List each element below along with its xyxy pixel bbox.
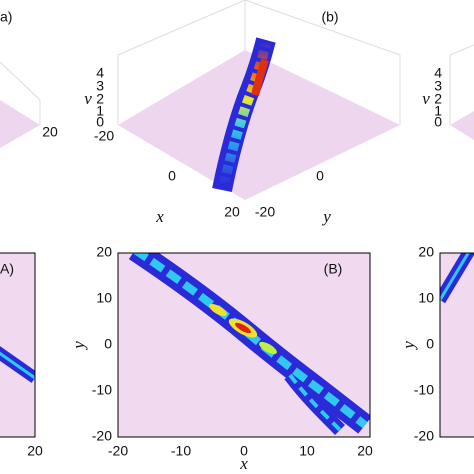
tick-label: 4 xyxy=(434,65,442,81)
tick-label: 2 xyxy=(96,91,104,107)
axis-label: v xyxy=(84,89,92,108)
tick-label: 3 xyxy=(96,78,104,94)
tick-label: -20 xyxy=(414,428,434,444)
axis-label: y xyxy=(321,207,331,226)
tick-label: 20 xyxy=(224,204,240,220)
tick-label: -20 xyxy=(92,428,112,444)
tick-label: 3 xyxy=(434,78,442,94)
tick-label: 10 xyxy=(299,443,315,459)
axis-label: x xyxy=(155,207,164,226)
tick-label: 0 xyxy=(104,336,112,352)
tick-label: 0 xyxy=(434,114,442,130)
panel-label: a) xyxy=(0,9,12,25)
tick-label: 0 xyxy=(96,114,104,130)
tick-label: 20 xyxy=(96,244,112,260)
tick-label: 0 xyxy=(426,336,434,352)
tick-label: -10 xyxy=(92,382,112,398)
surface-b xyxy=(117,0,401,200)
density-c xyxy=(440,253,474,437)
density-b xyxy=(118,253,370,437)
tick-label: -10 xyxy=(414,382,434,398)
tick-label: 0 xyxy=(168,168,176,184)
tick-label: 10 xyxy=(418,290,434,306)
axis-label: y xyxy=(399,341,418,351)
panel-label: (B) xyxy=(324,261,343,277)
panel-label: A) xyxy=(0,261,14,277)
tick-label: 10 xyxy=(96,290,112,306)
axis-label: v xyxy=(422,89,430,108)
surface-a xyxy=(0,61,41,148)
frame xyxy=(0,252,36,438)
tick-label: -20 xyxy=(94,128,114,144)
tick-label: 0 xyxy=(316,168,324,184)
frame xyxy=(117,252,371,438)
axis-label: y xyxy=(69,341,88,351)
tick-label: 20 xyxy=(357,443,373,459)
tick-label: -20 xyxy=(255,204,275,220)
tick-label: 1 xyxy=(434,103,442,119)
panel-label: (b) xyxy=(321,9,338,25)
tick-label: 4 xyxy=(96,65,104,81)
tick-label: 0 xyxy=(240,443,248,459)
axis-label: x xyxy=(239,454,248,473)
tick-label: -20 xyxy=(108,443,128,459)
tick-label: 1 xyxy=(96,103,104,119)
tick-label: 20 xyxy=(42,124,58,140)
tick-label: 2 xyxy=(434,91,442,107)
frame xyxy=(439,252,474,438)
surface-c xyxy=(449,44,474,140)
tick-label: 20 xyxy=(418,244,434,260)
density-a xyxy=(0,253,35,437)
tick-label: 20 xyxy=(27,443,43,459)
tick-label: -10 xyxy=(171,443,191,459)
